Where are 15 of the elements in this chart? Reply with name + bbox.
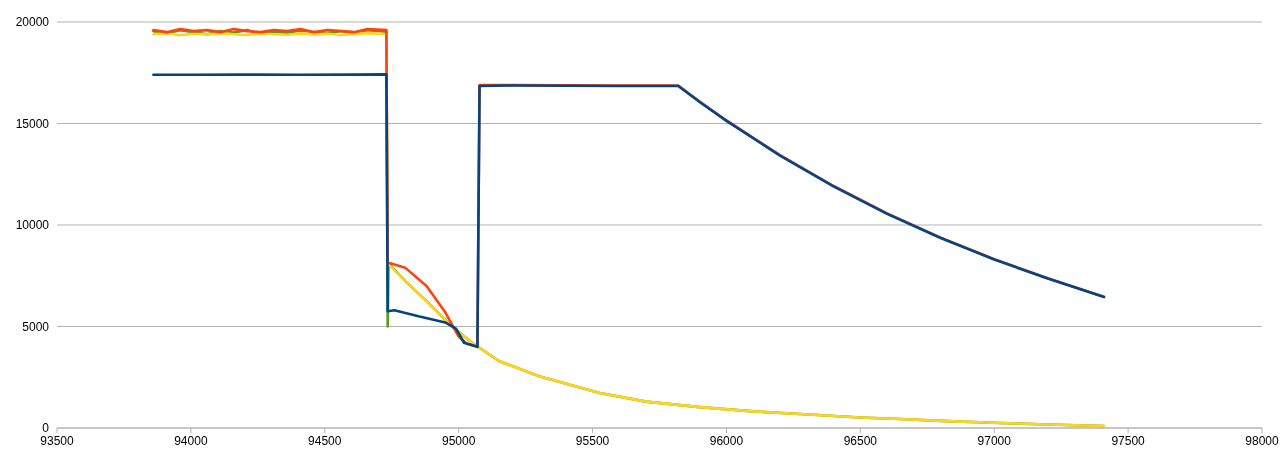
x-tick-label: 95500	[575, 434, 610, 448]
y-tick-label: 10000	[15, 218, 50, 232]
x-tick-label: 98000	[1245, 434, 1280, 448]
y-tick-label: 20000	[15, 15, 50, 29]
x-tick-label: 94500	[308, 434, 342, 448]
y-tick-label: 5000	[22, 319, 50, 334]
x-tick-label: 95000	[441, 434, 476, 448]
x-tick-label: 97000	[977, 434, 1012, 448]
y-tick-label: 0	[42, 421, 50, 435]
x-tick-label: 93500	[40, 434, 75, 448]
x-tick-label: 96000	[709, 434, 744, 448]
x-tick-label: 94000	[174, 434, 208, 448]
x-tick-label: 96500	[843, 434, 878, 448]
y-tick-label: 15000	[15, 116, 50, 131]
x-tick-label: 97500	[1111, 434, 1146, 448]
